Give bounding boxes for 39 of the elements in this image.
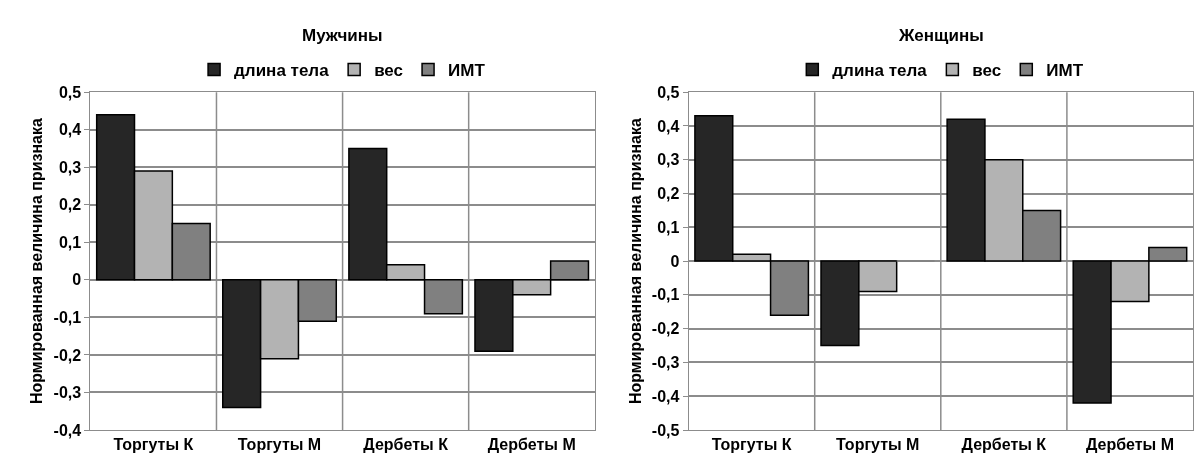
y-tick-label: -0,4 xyxy=(53,421,82,439)
y-tick-label: -0,5 xyxy=(651,421,680,439)
y-tick-label: 0,3 xyxy=(657,151,680,169)
y-tick-label: -0,3 xyxy=(53,384,82,402)
y-tick-label: -0,2 xyxy=(651,320,680,338)
x-tick-label: Дербеты К xyxy=(363,436,449,454)
y-tick-label: -0,3 xyxy=(651,354,680,372)
legend-label: ИМТ xyxy=(448,61,486,81)
legend-label: длина тела xyxy=(234,61,330,81)
y-axis-title: Нормированная величина признака xyxy=(626,117,644,405)
y-tick-label: 0 xyxy=(670,252,680,270)
legend-label: длина тела xyxy=(832,61,928,81)
y-tick-label: -0,1 xyxy=(53,308,82,326)
y-tick-label: 0,5 xyxy=(657,83,680,101)
y-tick-label: 0,5 xyxy=(58,83,82,101)
y-tick-label: 0 xyxy=(72,271,82,289)
x-tick-label: Дербеты М xyxy=(487,436,576,454)
x-tick-label: Торгуты К xyxy=(113,436,194,454)
y-tick-label: -0,4 xyxy=(651,387,680,405)
y-tick-label: 0,4 xyxy=(58,121,82,139)
y-tick-label: 0,2 xyxy=(58,196,82,214)
y-tick-label: 0,1 xyxy=(657,218,680,236)
y-tick-label: 0,3 xyxy=(58,158,82,176)
chart-title: Женщины xyxy=(898,26,984,45)
y-tick-label: 0,4 xyxy=(657,117,680,135)
x-tick-label: Торгуты К xyxy=(711,436,792,454)
x-tick-label: Торгуты М xyxy=(237,436,322,454)
y-tick-label: 0,2 xyxy=(657,185,680,203)
y-tick-label: 0,1 xyxy=(58,233,82,251)
chart-title: Мужчины xyxy=(302,26,383,45)
x-tick-label: Дербеты К xyxy=(961,436,1047,454)
legend-label: вес xyxy=(374,61,404,81)
y-tick-label: -0,2 xyxy=(53,346,82,364)
legend-label: вес xyxy=(972,61,1002,81)
legend-label: ИМТ xyxy=(1046,61,1084,81)
y-tick-label: -0,1 xyxy=(651,286,680,304)
x-tick-label: Торгуты М xyxy=(836,436,920,454)
x-tick-label: Дербеты М xyxy=(1085,436,1174,454)
y-axis-title: Нормированная величина признака xyxy=(28,117,46,405)
